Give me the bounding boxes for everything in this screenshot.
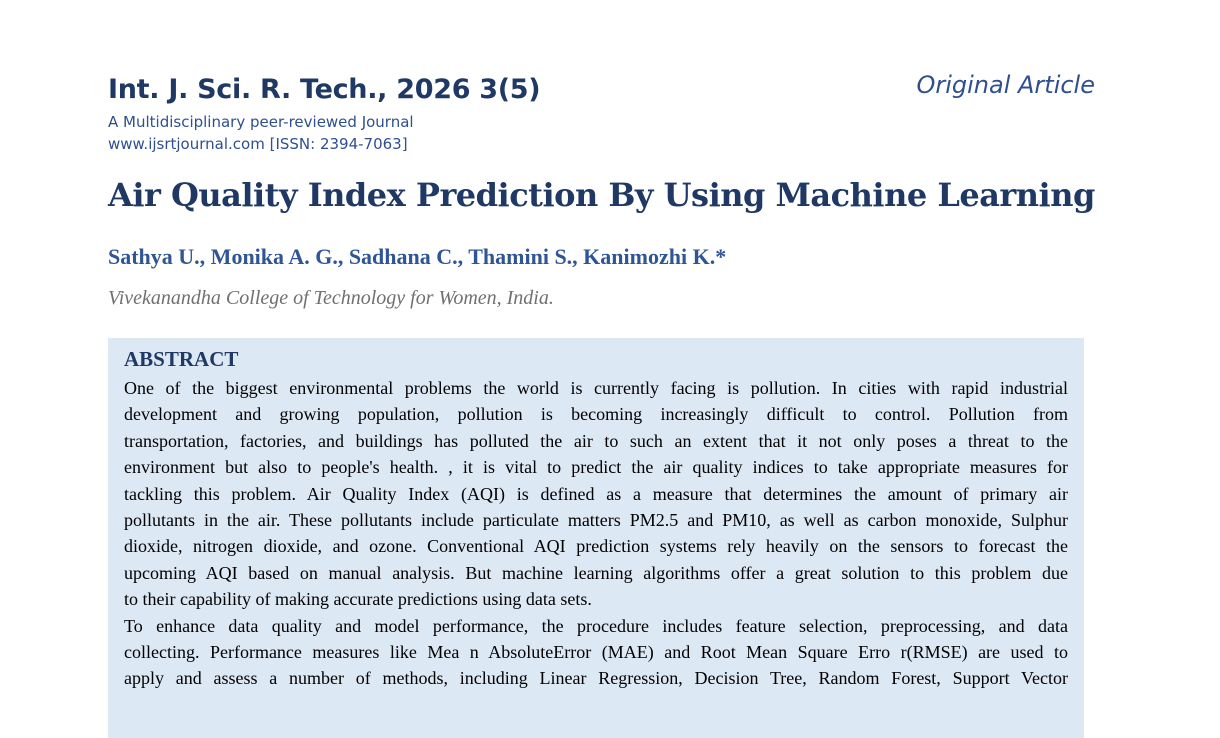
abstract-line: upcoming AQI based on manual analysis. B… <box>124 562 1068 583</box>
abstract-line: tackling this problem. Air Quality Index… <box>124 483 1068 504</box>
abstract-body: One of the biggest environmental problem… <box>124 375 1068 692</box>
abstract-line: One of the biggest environmental problem… <box>124 378 1068 398</box>
article-type: Original Article <box>916 71 1095 99</box>
abstract-line: pollutants in the air. These pollutants … <box>124 509 1068 530</box>
abstract-line: dioxide, nitrogen dioxide, and ozone. Co… <box>124 536 1068 557</box>
journal-name: Int. J. Sci. R. Tech., 2026 3(5) <box>108 74 541 105</box>
abstract-box: ABSTRACT One of the biggest environmenta… <box>108 338 1084 738</box>
abstract-line: transportation, factories, and buildings… <box>124 430 1068 451</box>
abstract-line: development and growing population, poll… <box>124 404 1068 425</box>
abstract-line: environment but also to people's health.… <box>124 457 1068 478</box>
abstract-paragraph: To enhance data quality and model perfor… <box>124 613 1068 692</box>
journal-tagline: A Multidisciplinary peer-reviewed Journa… <box>108 113 414 131</box>
page: {"header": {"journal": "Int. J. Sci. R. … <box>108 71 1096 738</box>
abstract-line: collecting. Performance measures like Me… <box>124 641 1068 662</box>
article-title: Air Quality Index Prediction By Using Ma… <box>108 176 1095 214</box>
journal-website: www.ijsrtjournal.com [ISSN: 2394-7063] <box>108 135 408 153</box>
authors: Sathya U., Monika A. G., Sadhana C., Tha… <box>108 244 727 269</box>
abstract-paragraph: One of the biggest environmental problem… <box>124 375 1068 613</box>
affiliation: Vivekanandha College of Technology for W… <box>108 287 554 309</box>
abstract-line: to their capability of making accurate p… <box>124 589 592 610</box>
abstract-heading: ABSTRACT <box>124 347 239 371</box>
abstract-line: apply and assess a number of methods, in… <box>124 668 1068 689</box>
abstract-line: To enhance data quality and model perfor… <box>124 615 1068 636</box>
